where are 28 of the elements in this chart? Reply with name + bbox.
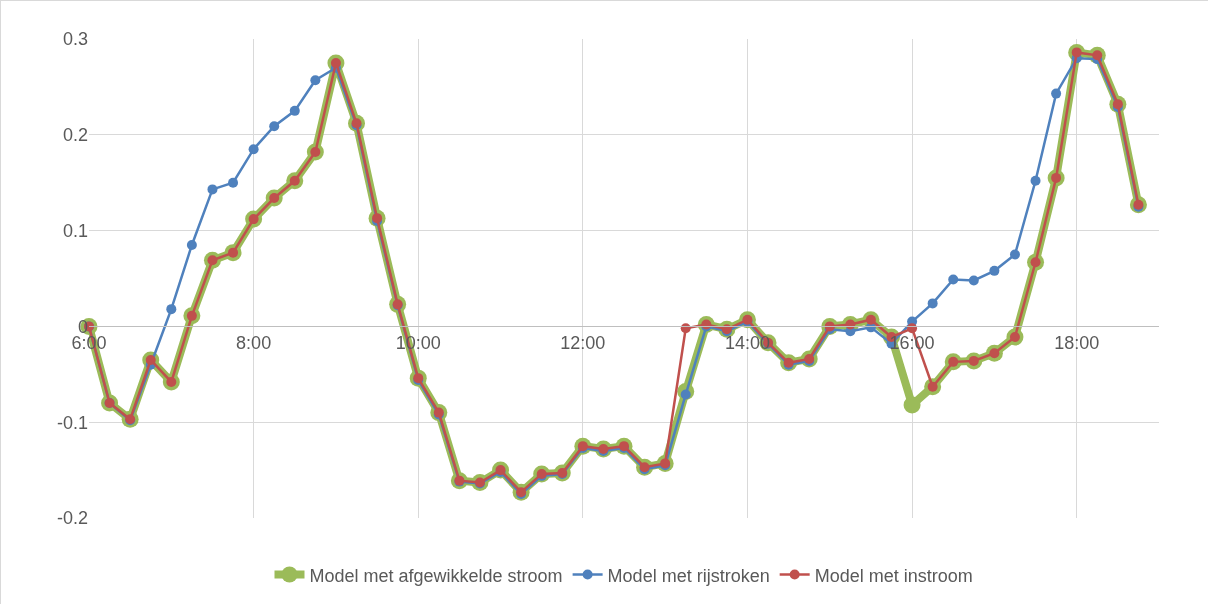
- y-tick-label: 0.3: [62, 29, 88, 50]
- point: [289, 105, 300, 116]
- point: [903, 396, 921, 414]
- legend-label: Model met afgewikkelde stroom: [309, 565, 563, 586]
- y-tick-label: -0.2: [56, 508, 88, 529]
- point: [1009, 249, 1020, 260]
- point: [1051, 88, 1062, 99]
- x-tick-label: 8:00: [236, 333, 272, 353]
- y-tick-label: 0: [77, 316, 88, 337]
- point: [166, 304, 177, 315]
- point: [248, 144, 259, 155]
- y-tick-label: 0.1: [62, 220, 88, 241]
- point: [927, 298, 938, 309]
- point: [186, 239, 197, 250]
- x-tick-label: 18:00: [1054, 333, 1100, 353]
- y-tick-label: -0.1: [56, 412, 88, 433]
- y-tick-label: 0.2: [62, 125, 88, 146]
- point: [968, 275, 979, 286]
- legend-label: Model met instroom: [814, 565, 973, 586]
- legend-label: Model met rijstroken: [607, 565, 770, 586]
- x-tick-label: 12:00: [560, 333, 606, 353]
- point: [948, 274, 959, 285]
- point: [228, 177, 239, 188]
- point: [207, 184, 218, 195]
- point: [310, 75, 321, 86]
- point: [269, 121, 280, 132]
- point: [1030, 175, 1041, 186]
- point: [989, 265, 1000, 276]
